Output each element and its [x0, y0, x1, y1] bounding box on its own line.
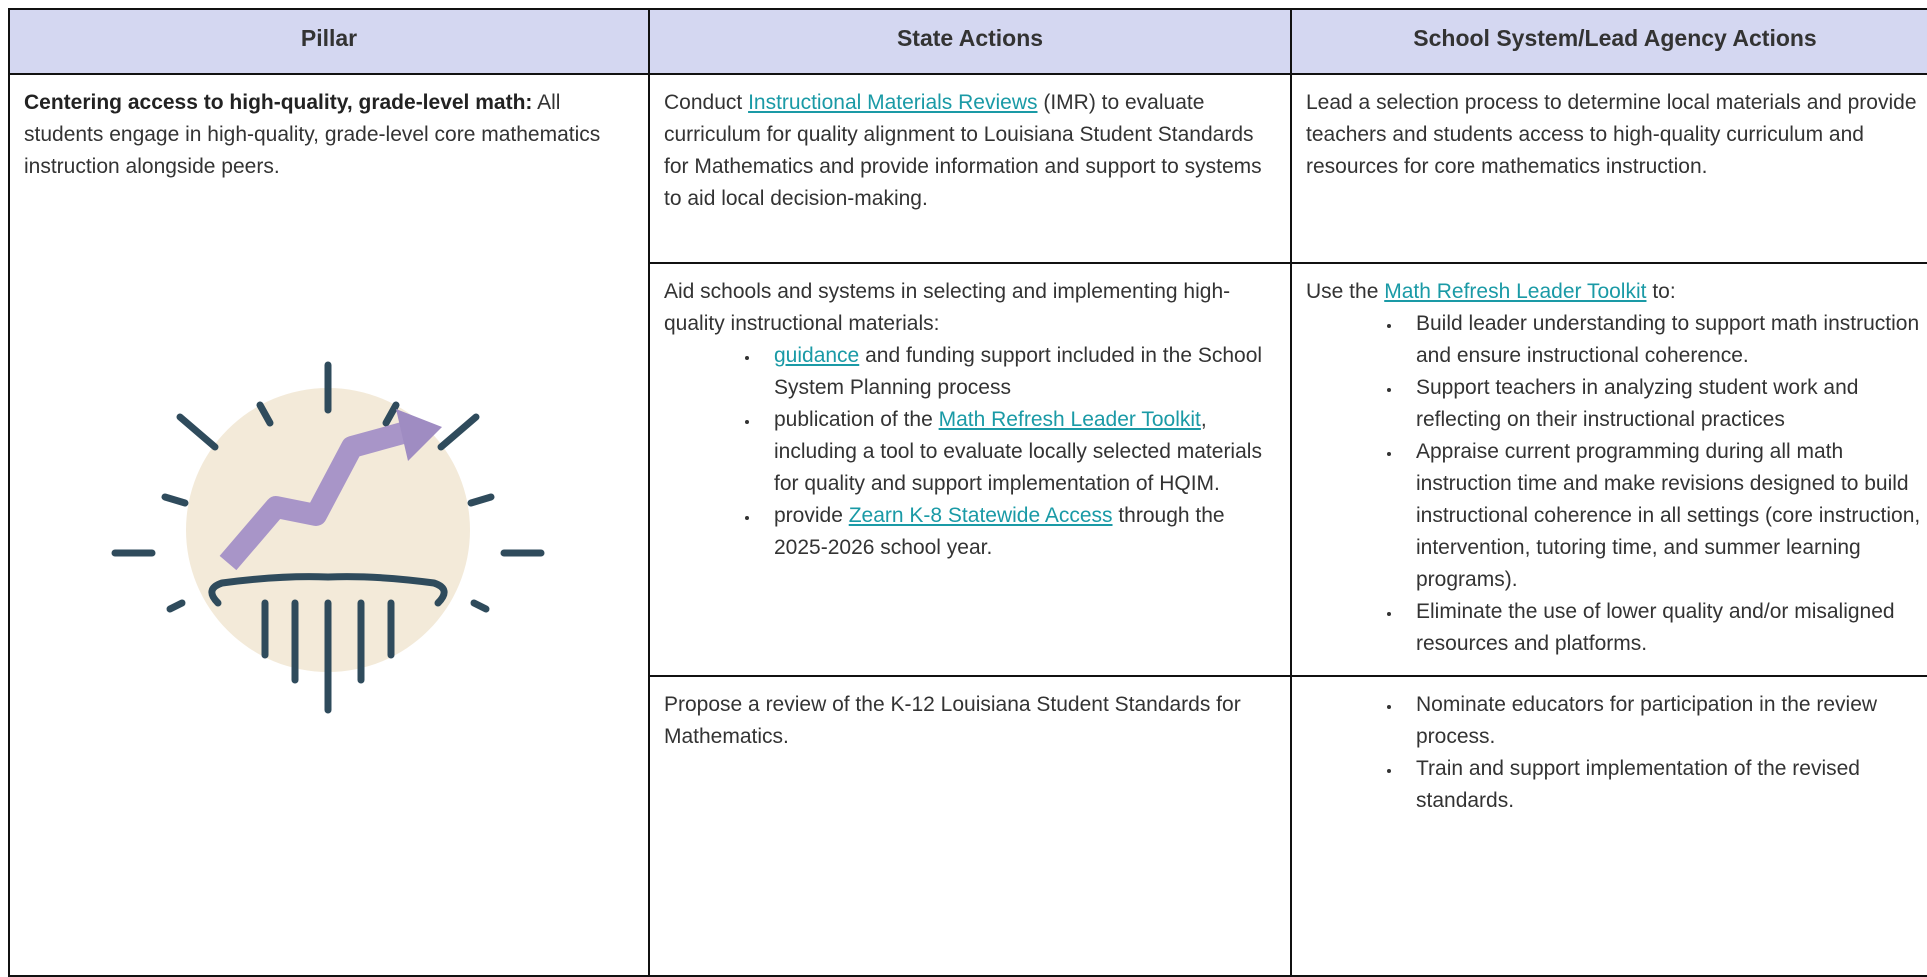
school-cell: Nominate educators for participation in … — [1290, 675, 1927, 977]
text: Eliminate the use of lower quality and/o… — [1416, 600, 1895, 655]
link[interactable]: Math Refresh Leader Toolkit — [938, 408, 1201, 431]
text: Build leader understanding to support ma… — [1416, 312, 1920, 367]
bullet-item: Train and support implementation of the … — [1402, 753, 1924, 817]
text: Appraise current programming during all … — [1416, 440, 1921, 591]
page: Pillar State Actions School System/Lead … — [0, 0, 1927, 832]
text: Nominate educators for participation in … — [1416, 693, 1878, 748]
bullet-item: provide Zearn K-8 Statewide Access throu… — [760, 500, 1276, 564]
bullet-item: Support teachers in analyzing student wo… — [1402, 372, 1924, 436]
bullet-item: Appraise current programming during all … — [1402, 436, 1924, 596]
text: provide — [774, 504, 849, 527]
text: Use the — [1306, 280, 1385, 303]
link[interactable]: Instructional Materials Reviews — [748, 91, 1038, 114]
header-cell: Pillar — [8, 8, 650, 75]
table-row: Aid schools and systems in selecting and… — [9, 262, 1927, 677]
paragraph: Conduct Instructional Materials Reviews … — [664, 87, 1276, 215]
state-cell: Conduct Instructional Materials Reviews … — [648, 73, 1292, 264]
text: Aid schools and systems in selecting and… — [664, 280, 1231, 335]
link[interactable]: guidance — [774, 344, 860, 367]
text: All students engage in high-quality, gra… — [24, 91, 601, 178]
bullet-list: Build leader understanding to support ma… — [1306, 308, 1924, 660]
bullet-item: Nominate educators for participation in … — [1402, 689, 1924, 753]
text: through the 2025-2026 school year. — [774, 504, 1225, 559]
text: and funding support included in the Scho… — [774, 344, 1263, 399]
bullet-item: guidance and funding support included in… — [760, 340, 1276, 404]
header-row: Pillar State Actions School System/Lead … — [8, 8, 1927, 75]
bullet-item: Eliminate the use of lower quality and/o… — [1402, 596, 1924, 660]
school-cell: Use the Math Refresh Leader Toolkit to: B… — [1290, 262, 1927, 677]
paragraph: Use the Math Refresh Leader Toolkit to: — [1306, 276, 1924, 308]
bullet-list: Nominate educators for participation in … — [1306, 689, 1924, 817]
text: Conduct — [664, 91, 749, 114]
bullet-item: publication of the Math Refresh Leader T… — [760, 404, 1276, 500]
paragraph: Aid schools and systems in selecting and… — [664, 276, 1276, 340]
pillar-text: Centering access to high-quality, grade-… — [24, 87, 634, 183]
table-row: Centering access to high-quality, grade-… — [8, 73, 1927, 977]
school-cell: Lead a selection process to determine lo… — [1290, 73, 1927, 264]
text: Train and support implementation of the … — [1416, 757, 1860, 812]
text: , including a tool to evaluate locally s… — [774, 408, 1262, 495]
state-cell: Propose a review of the K-12 Louisiana S… — [648, 675, 1292, 977]
paragraph: Propose a review of the K-12 Louisiana S… — [664, 689, 1276, 753]
table-body: Centering access to high-quality, grade-… — [8, 73, 1927, 977]
text: Propose a review of the K-12 Louisiana S… — [664, 693, 1241, 748]
text: Support teachers in analyzing student wo… — [1416, 376, 1859, 431]
text: publication of the — [774, 408, 939, 431]
header-cell: School System/Lead Agency Actions — [1290, 8, 1927, 75]
text: (IMR) to evaluate curriculum for quality… — [664, 91, 1262, 210]
pillar-icon — [111, 361, 545, 714]
link[interactable]: Zearn K-8 Statewide Access — [848, 504, 1113, 527]
link[interactable]: Math Refresh Leader Toolkit — [1384, 280, 1647, 303]
bold-text: Centering access to high-quality, grade-… — [24, 91, 533, 114]
state-cell: Aid schools and systems in selecting and… — [648, 262, 1292, 677]
bullet-list: guidance and funding support included in… — [664, 340, 1276, 564]
paragraph: Lead a selection process to determine lo… — [1306, 87, 1924, 183]
bullet-item: Build leader understanding to support ma… — [1402, 308, 1924, 372]
text: to: — [1646, 280, 1676, 303]
pillar-cell: Centering access to high-quality, grade-… — [8, 73, 650, 977]
text: Lead a selection process to determine lo… — [1306, 91, 1917, 178]
header-cell: State Actions — [648, 8, 1292, 75]
